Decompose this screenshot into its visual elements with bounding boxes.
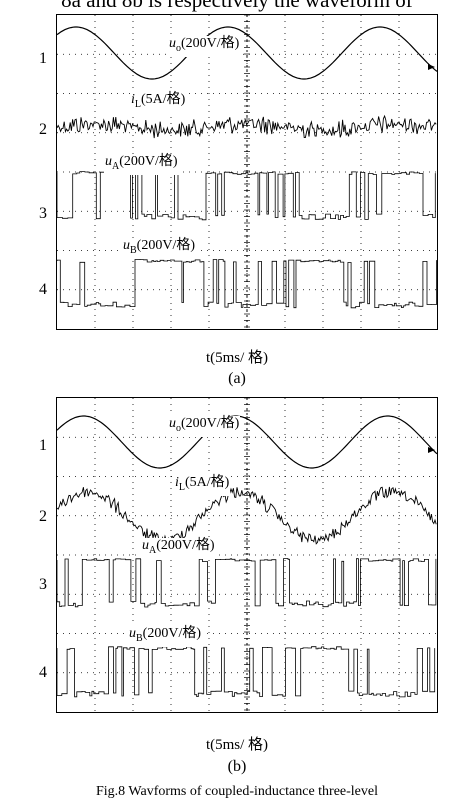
trace-unit: (200V/格): [142, 626, 201, 641]
trace-subscript: B: [136, 632, 143, 644]
trace-label-b-il: iL(5A/格): [174, 475, 231, 496]
trace-unit: (200V/格): [181, 36, 240, 51]
trace-a-ua-line: [57, 171, 436, 221]
trace-label-b-ua: uA(200V/格): [141, 538, 216, 559]
trace-unit: (200V/格): [136, 238, 195, 253]
x-axis-label-b: t(5ms/ 格): [205, 737, 269, 753]
trace-symbol: u: [105, 154, 112, 169]
channel-number-a-2: 2: [39, 121, 47, 138]
trace-symbol: u: [169, 36, 176, 51]
trace-a-uo-line: [57, 26, 437, 80]
trace-symbol: u: [142, 538, 149, 553]
trace-label-a-uo: uo(200V/格): [168, 36, 241, 57]
oscilloscope-plot-b: [57, 398, 437, 712]
trace-label-b-uo: uo(200V/格): [168, 416, 241, 437]
trace-subscript: L: [134, 98, 141, 110]
trace-label-a-ua: uA(200V/格): [104, 154, 179, 175]
trace-b-ua-line: [57, 558, 437, 608]
header-text: 8a and 8b is respectively the waveform o…: [61, 0, 413, 12]
trace-symbol: i: [175, 475, 179, 490]
trace-subscript: A: [112, 160, 120, 172]
channel-number-b-3: 3: [39, 576, 47, 593]
trace-b-uo-line: [57, 415, 437, 469]
trace-symbol: u: [169, 416, 176, 431]
channel-number-a-1: 1: [39, 50, 47, 67]
trace-unit: (200V/格): [156, 538, 215, 553]
channel-number-b-4: 4: [39, 664, 47, 681]
trace-subscript: B: [130, 244, 137, 256]
trace-a-il-line: [57, 114, 437, 139]
trace-unit: (200V/格): [181, 416, 240, 431]
trace-unit: (200V/格): [119, 154, 178, 169]
oscilloscope-panel-b: [56, 397, 438, 713]
sub-label-b: (b): [227, 758, 247, 775]
trace-b-il-line: [57, 486, 437, 547]
trace-unit: (5A/格): [185, 475, 230, 490]
trace-subscript: o: [176, 422, 181, 434]
trace-symbol: u: [129, 626, 136, 641]
channel-number-b-1: 1: [39, 437, 47, 454]
x-axis-label-a: t(5ms/ 格): [205, 350, 269, 366]
panel-b-trigger-marker: [428, 447, 435, 453]
sub-label-a: (a): [228, 370, 246, 387]
trace-subscript: A: [149, 544, 157, 556]
channel-number-a-4: 4: [39, 281, 47, 298]
figure-caption: Fig.8 Wavforms of coupled-inductance thr…: [95, 784, 379, 799]
trace-b-ub-line: [57, 646, 436, 698]
trace-label-a-ub: uB(200V/格): [122, 238, 196, 259]
trace-symbol: u: [123, 238, 130, 253]
trace-symbol: i: [131, 92, 135, 107]
trace-subscript: o: [176, 42, 181, 54]
trace-label-b-ub: uB(200V/格): [128, 626, 202, 647]
channel-number-a-3: 3: [39, 205, 47, 222]
channel-number-b-2: 2: [39, 508, 47, 525]
trace-label-a-il: iL(5A/格): [130, 92, 187, 113]
trace-subscript: L: [178, 481, 185, 493]
trace-unit: (5A/格): [141, 92, 186, 107]
trace-a-ub-line: [57, 259, 437, 309]
